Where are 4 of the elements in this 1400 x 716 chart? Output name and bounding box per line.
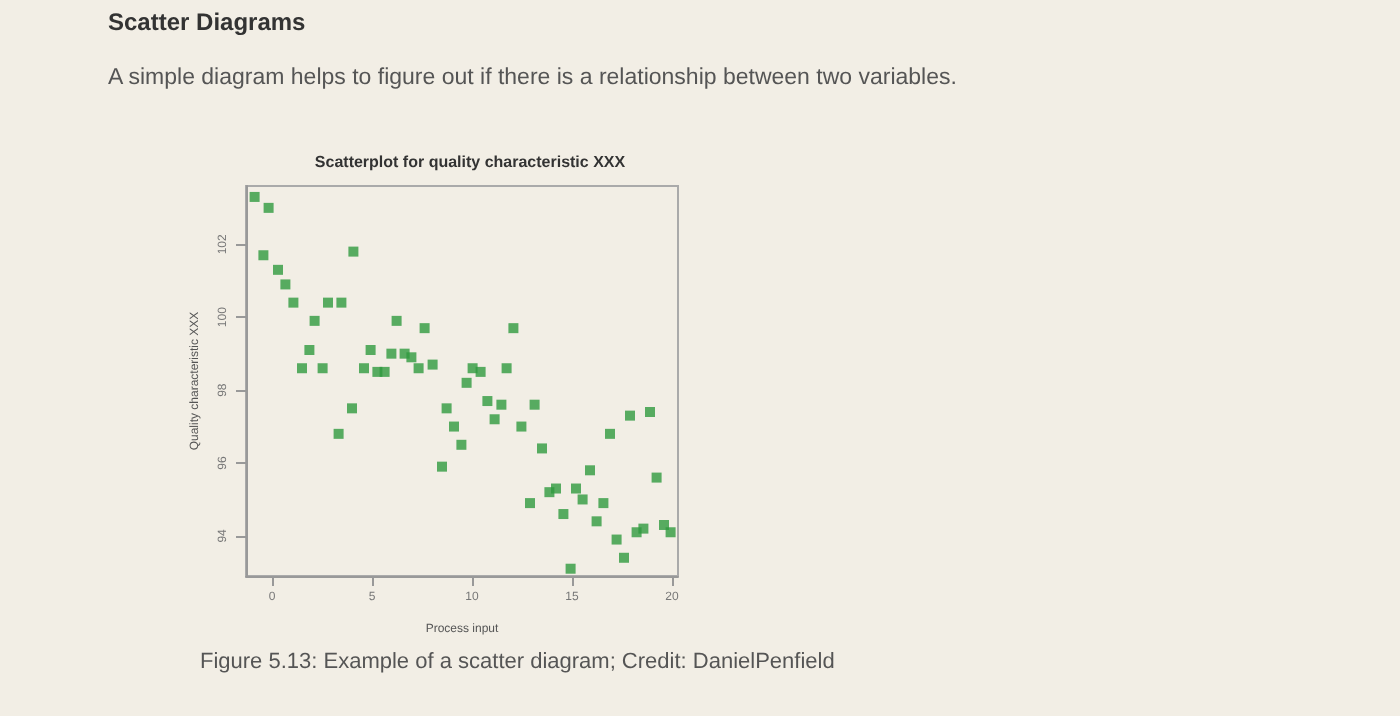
chart-title: Scatterplot for quality characteristic XXX bbox=[314, 153, 627, 171]
caption: Figure 5.13: Example of a scatter diagram; Credit: DanielPenfield bbox=[200, 650, 835, 674]
text: Scatter Diagrams bbox=[108, 8, 306, 36]
text: A simple diagram helps to figure out if there is a relationship between two variables. bbox=[108, 66, 957, 90]
